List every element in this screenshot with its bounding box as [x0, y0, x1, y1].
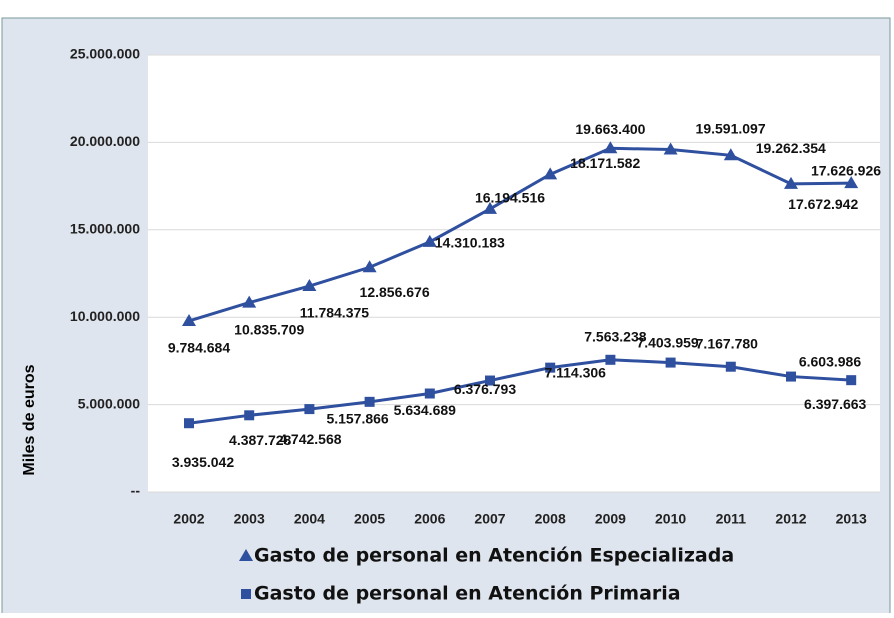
x-tick-label: 2004 — [294, 511, 325, 527]
data-label: 4.387.728 — [229, 432, 291, 448]
line — [188, 146, 852, 323]
y-tick-label: 10.000.000 — [70, 308, 140, 324]
point — [663, 142, 678, 155]
x-tick-label: 2011 — [716, 511, 747, 527]
point — [844, 176, 859, 189]
data-label: 10.835.709 — [234, 321, 304, 337]
point — [725, 361, 736, 372]
data-label: 12.856.676 — [360, 284, 430, 300]
point — [184, 418, 194, 429]
data-label: 19.591.097 — [696, 120, 766, 136]
x-tick-label: 2006 — [414, 511, 445, 527]
data-label: 17.672.942 — [788, 196, 858, 212]
data-label: 16.194.516 — [475, 190, 545, 206]
point — [422, 234, 437, 247]
y-tick-label: 5.000.000 — [78, 395, 140, 411]
point — [603, 141, 618, 154]
point — [244, 410, 255, 421]
data-label: 7.167.780 — [696, 335, 758, 351]
point — [242, 295, 257, 308]
line — [188, 358, 852, 425]
legend-label: Gasto de personal en Atención Especializ… — [254, 545, 734, 567]
point — [723, 148, 738, 161]
data-label: 18.171.582 — [570, 155, 640, 171]
x-tick-label: 2013 — [836, 511, 867, 527]
data-label: 6.376.793 — [454, 381, 516, 397]
point — [665, 357, 676, 368]
y-tick-label: -- — [131, 483, 141, 499]
point — [605, 354, 616, 365]
point — [485, 375, 495, 386]
x-tick-label: 2005 — [354, 511, 385, 527]
x-tick-label: 2007 — [474, 511, 505, 527]
data-label: 7.403.959 — [636, 334, 698, 350]
y-axis-label: Miles de euros — [21, 364, 38, 475]
point — [302, 279, 317, 292]
data-label: 19.262.354 — [756, 140, 826, 156]
x-tick-label: 2002 — [173, 511, 204, 527]
y-tick-label: 25.000.000 — [70, 46, 140, 62]
y-tick-label: 15.000.000 — [70, 221, 140, 237]
legend-marker — [239, 549, 253, 561]
x-tick-label: 2009 — [595, 511, 626, 527]
point — [364, 396, 375, 407]
point — [543, 167, 558, 180]
point — [304, 404, 315, 415]
data-label: 9.784.684 — [168, 340, 230, 356]
x-tick-label: 2003 — [234, 511, 265, 527]
legend-label: Gasto de personal en Atención Primaria — [254, 583, 681, 605]
x-tick-label: 2012 — [775, 511, 806, 527]
data-label: 3.935.042 — [172, 454, 234, 470]
data-label: 14.310.183 — [435, 235, 505, 251]
data-label: 19.663.400 — [575, 121, 645, 137]
data-label: 17.626.926 — [811, 163, 881, 179]
point — [483, 201, 497, 214]
plot-area — [148, 55, 880, 492]
data-label: 5.634.689 — [394, 402, 456, 418]
point — [424, 388, 435, 399]
data-label: 7.114.306 — [544, 364, 606, 380]
data-label: 6.603.986 — [799, 353, 861, 369]
data-label: 11.784.375 — [300, 305, 370, 321]
x-tick-label: 2008 — [535, 511, 566, 527]
data-label: 6.397.663 — [804, 396, 866, 412]
point — [362, 260, 377, 273]
point — [545, 362, 556, 373]
point — [846, 375, 857, 386]
point — [784, 176, 798, 189]
point — [182, 313, 196, 326]
data-label: 4.742.568 — [279, 431, 341, 447]
point — [786, 371, 796, 382]
legend-marker — [241, 589, 251, 599]
data-label: 5.157.866 — [326, 411, 388, 427]
y-tick-label: 20.000.000 — [70, 133, 140, 149]
data-label: 7.563.238 — [584, 328, 646, 344]
x-tick-label: 2010 — [655, 511, 686, 527]
